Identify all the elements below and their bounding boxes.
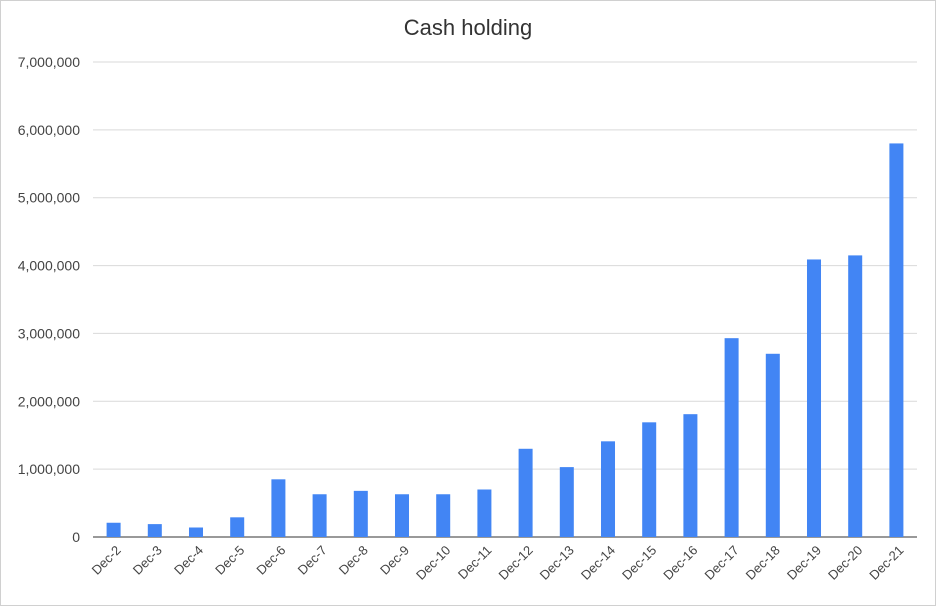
y-tick-label: 4,000,000 (18, 258, 80, 274)
bar (271, 479, 286, 537)
y-tick-label: 0 (72, 529, 80, 545)
y-tick-label: 7,000,000 (18, 54, 80, 70)
bar (188, 527, 204, 537)
bar (436, 494, 451, 537)
x-tick-label: Dec-6 (253, 543, 288, 578)
x-tick-label: Dec-9 (377, 543, 412, 578)
x-tick-label: Dec-10 (413, 543, 453, 583)
x-tick-label: Dec-12 (495, 543, 535, 583)
bar (106, 522, 121, 537)
x-tick-label: Dec-17 (701, 543, 741, 583)
x-tick-label: Dec-11 (455, 543, 495, 583)
x-tick-label: Dec-15 (619, 543, 659, 583)
bar (889, 143, 904, 537)
x-tick-label: Dec-13 (537, 543, 577, 583)
bar (642, 422, 657, 537)
x-tick-label: Dec-19 (784, 543, 824, 583)
chart-title: Cash holding (403, 15, 533, 40)
bar (559, 467, 574, 537)
bar (848, 255, 863, 537)
y-tick-label: 2,000,000 (18, 393, 80, 409)
bar (147, 524, 162, 537)
x-tick-label: Dec-5 (212, 543, 247, 578)
y-tick-label: 3,000,000 (18, 325, 80, 341)
bar (518, 448, 533, 537)
x-tick-label: Dec-21 (866, 543, 906, 583)
bar (683, 414, 698, 537)
x-tick-label: Dec-16 (660, 543, 700, 583)
x-tick-label: Dec-14 (578, 543, 618, 583)
bar (724, 338, 739, 537)
x-tick-label: Dec-3 (130, 543, 165, 578)
bar (312, 494, 327, 537)
y-tick-label: 5,000,000 (18, 190, 80, 206)
y-tick-label: 1,000,000 (18, 461, 80, 477)
bar (230, 517, 245, 537)
x-tick-label: Dec-2 (89, 543, 124, 578)
bar (477, 489, 492, 537)
x-tick-label: Dec-8 (336, 543, 371, 578)
x-tick-label: Dec-7 (295, 543, 330, 578)
bar (806, 259, 822, 537)
bar (600, 441, 616, 537)
x-tick-label: Dec-4 (171, 543, 206, 578)
bar (394, 494, 410, 537)
y-tick-label: 6,000,000 (18, 122, 80, 138)
x-tick-label: Dec-20 (825, 543, 865, 583)
bar (353, 490, 368, 537)
bar (765, 353, 780, 537)
x-tick-label: Dec-18 (743, 543, 783, 583)
